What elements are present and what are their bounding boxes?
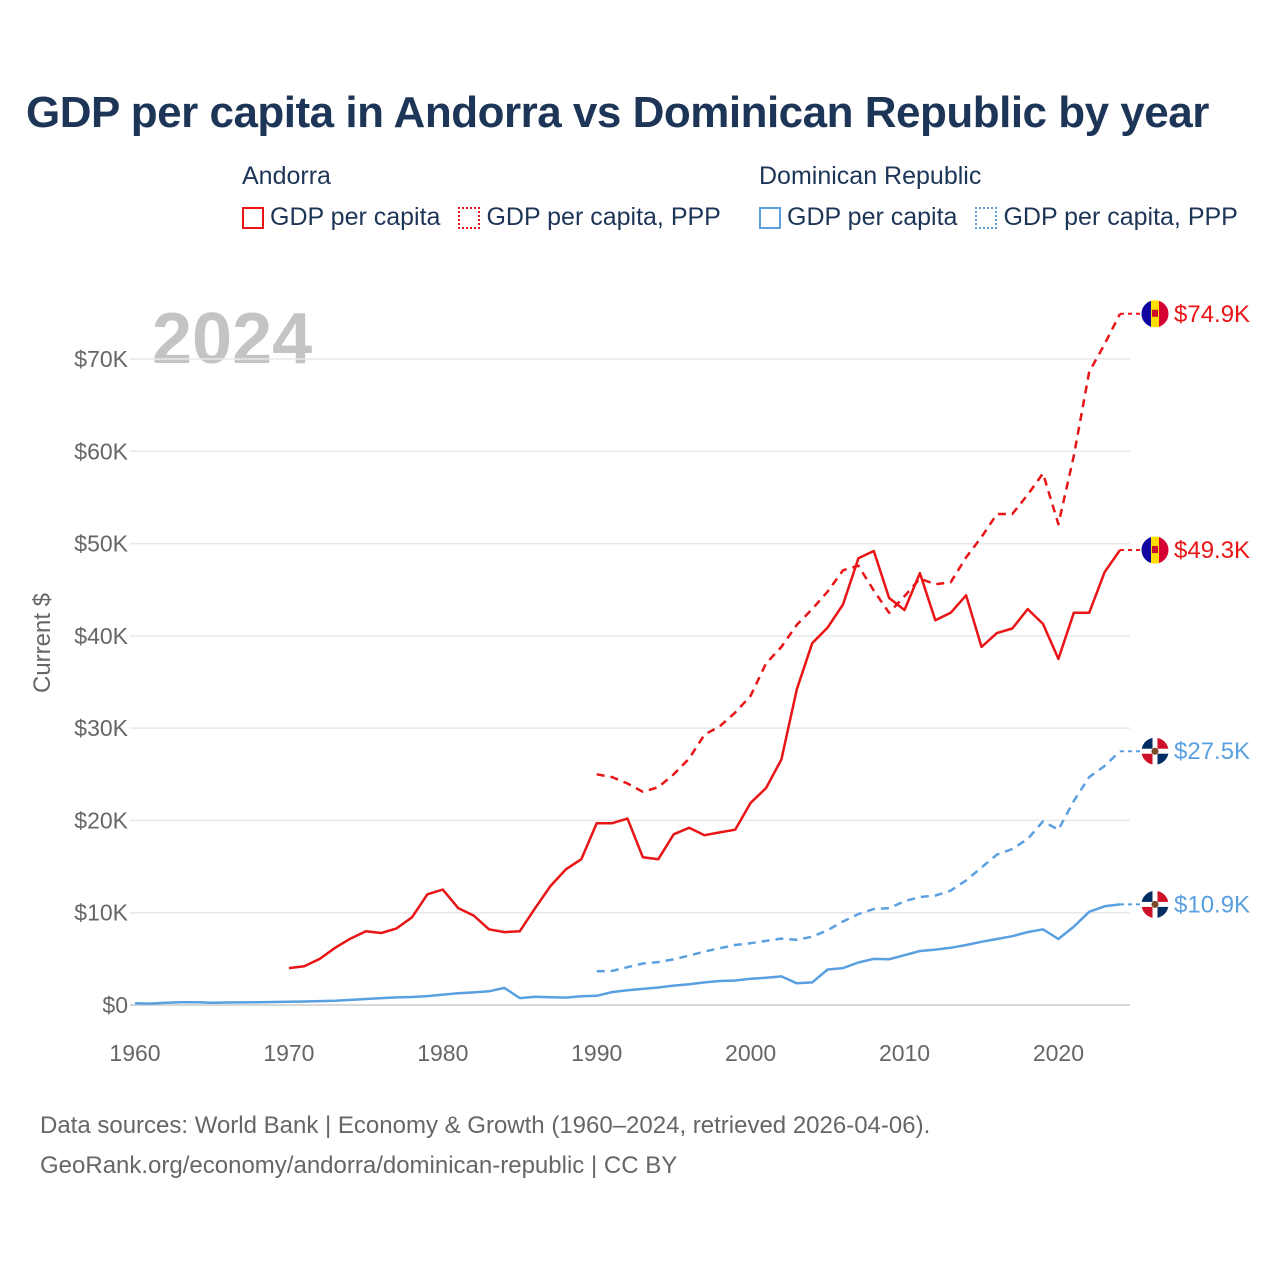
series-line-0 (288, 549, 1122, 970)
x-tick-label: 1970 (263, 1040, 314, 1066)
x-tick-label: 2000 (725, 1040, 776, 1066)
legend-label: GDP per capita (270, 203, 441, 231)
y-tick-label: $50K (74, 531, 128, 557)
legend-label: GDP per capita (787, 203, 958, 231)
legend-item-andorra-gdp-ppp[interactable]: GDP per capita, PPP (458, 203, 721, 232)
dominican-republic-flag-icon (1140, 736, 1170, 766)
legend-label: GDP per capita, PPP (486, 203, 721, 231)
y-tick-label: $60K (74, 438, 128, 464)
legend-swatch-solid-icon (759, 206, 781, 229)
andorra-flag-icon (1140, 535, 1170, 565)
y-tick-label: $20K (74, 807, 128, 833)
legend-swatch-dotted-icon (975, 206, 998, 229)
legend-group-andorra: Andorra GDP per capita GDP per capita, P… (242, 162, 721, 232)
y-tick-label: $40K (74, 623, 128, 649)
legend-group-dominican-republic: Dominican Republic GDP per capita GDP pe… (759, 162, 1238, 232)
source-url: GeoRank.org/economy/andorra/dominican-re… (40, 1152, 678, 1179)
legend-label: GDP per capita, PPP (1003, 203, 1238, 231)
andorra-flag-icon (1140, 299, 1170, 329)
end-value-label: $49.3K (1174, 537, 1250, 564)
chart-title: GDP per capita in Andorra vs Dominican R… (26, 88, 1209, 137)
end-value-label: $10.9K (1174, 891, 1250, 918)
data-source-note: Data sources: World Bank | Economy & Gro… (40, 1112, 931, 1139)
series-line-2 (134, 903, 1121, 1005)
series-line-1 (596, 313, 1122, 794)
x-tick-label: 2020 (1033, 1040, 1084, 1066)
series-line-3 (596, 750, 1121, 973)
y-tick-label: $10K (74, 900, 128, 926)
chart-footer: Data sources: World Bank | Economy & Gro… (40, 1106, 930, 1186)
y-axis-label: Current $ (29, 593, 56, 693)
end-value-label: $27.5K (1174, 738, 1250, 765)
y-tick-label: $70K (74, 346, 128, 372)
x-tick-label: 2010 (879, 1040, 930, 1066)
legend-item-dr-gdp-ppp[interactable]: GDP per capita, PPP (975, 203, 1238, 232)
y-tick-label: $0 (102, 992, 128, 1018)
x-tick-label: 1960 (109, 1040, 160, 1066)
legend-swatch-dotted-icon (458, 206, 481, 229)
legend-item-dr-gdp[interactable]: GDP per capita (759, 203, 957, 232)
y-tick-label: $30K (74, 715, 128, 741)
legend-group-name: Andorra (242, 162, 331, 190)
year-watermark: 2024 (152, 299, 312, 379)
legend-swatch-solid-icon (242, 206, 264, 229)
dominican-republic-flag-icon (1140, 889, 1170, 919)
x-tick-label: 1990 (571, 1040, 622, 1066)
x-tick-label: 1980 (417, 1040, 468, 1066)
end-value-label: $74.9K (1174, 301, 1250, 328)
legend-item-andorra-gdp[interactable]: GDP per capita (242, 203, 440, 232)
legend-group-name: Dominican Republic (759, 162, 982, 190)
